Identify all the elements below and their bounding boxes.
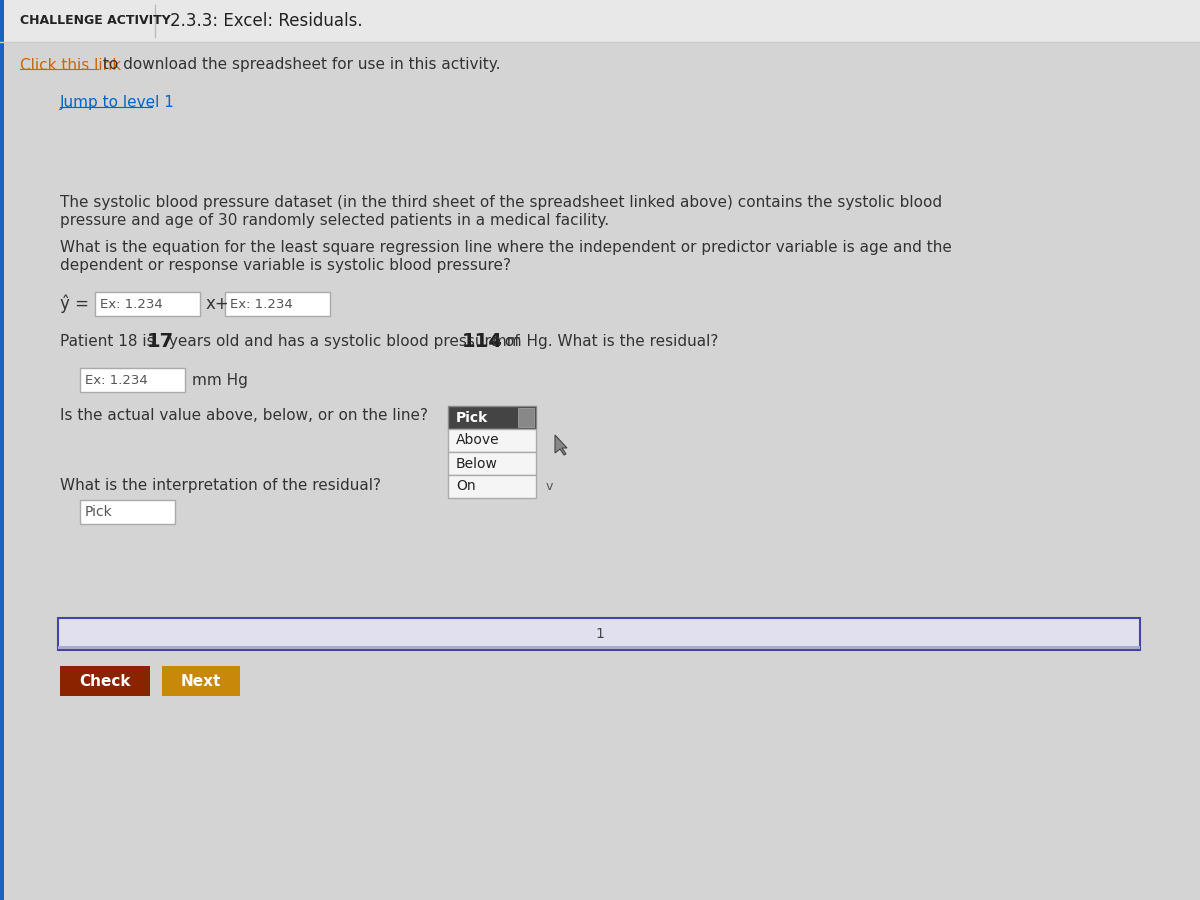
FancyBboxPatch shape xyxy=(60,666,150,696)
Text: 114: 114 xyxy=(462,332,503,351)
Text: Patient 18 is: Patient 18 is xyxy=(60,334,160,349)
Text: 1: 1 xyxy=(595,627,605,641)
Text: Pick: Pick xyxy=(85,505,113,519)
FancyBboxPatch shape xyxy=(80,500,175,524)
Text: Next: Next xyxy=(181,673,221,689)
Text: dependent or response variable is systolic blood pressure?: dependent or response variable is systol… xyxy=(60,258,511,273)
Text: mm Hg. What is the residual?: mm Hg. What is the residual? xyxy=(487,334,719,349)
Text: mm Hg: mm Hg xyxy=(192,373,248,388)
FancyBboxPatch shape xyxy=(0,0,4,900)
Text: Ex: 1.234: Ex: 1.234 xyxy=(85,374,148,386)
FancyBboxPatch shape xyxy=(95,292,200,316)
FancyBboxPatch shape xyxy=(226,292,330,316)
FancyBboxPatch shape xyxy=(58,646,1140,649)
Text: Is the actual value above, below, or on the line?: Is the actual value above, below, or on … xyxy=(60,408,428,423)
Text: Below: Below xyxy=(456,456,498,471)
Text: Above: Above xyxy=(456,434,499,447)
Text: Jump to level 1: Jump to level 1 xyxy=(60,95,175,111)
FancyBboxPatch shape xyxy=(448,406,536,429)
FancyBboxPatch shape xyxy=(80,368,185,392)
Text: years old and has a systolic blood pressure of: years old and has a systolic blood press… xyxy=(163,334,524,349)
Text: to download the spreadsheet for use in this activity.: to download the spreadsheet for use in t… xyxy=(98,58,500,73)
Text: 17: 17 xyxy=(146,332,174,351)
FancyBboxPatch shape xyxy=(448,475,536,498)
Text: The systolic blood pressure dataset (in the third sheet of the spreadsheet linke: The systolic blood pressure dataset (in … xyxy=(60,195,942,210)
Text: Ex: 1.234: Ex: 1.234 xyxy=(100,298,163,310)
Text: CHALLENGE ACTIVITY: CHALLENGE ACTIVITY xyxy=(20,14,170,28)
Text: x+: x+ xyxy=(206,295,229,313)
Text: Pick: Pick xyxy=(456,410,488,425)
Text: 2.3.3: Excel: Residuals.: 2.3.3: Excel: Residuals. xyxy=(170,12,362,30)
FancyBboxPatch shape xyxy=(448,452,536,475)
Text: What is the equation for the least square regression line where the independent : What is the equation for the least squar… xyxy=(60,240,952,255)
FancyBboxPatch shape xyxy=(162,666,240,696)
Text: On: On xyxy=(456,480,475,493)
Text: pressure and age of 30 randomly selected patients in a medical facility.: pressure and age of 30 randomly selected… xyxy=(60,213,610,228)
Polygon shape xyxy=(554,435,568,455)
FancyBboxPatch shape xyxy=(448,429,536,452)
Text: ŷ =: ŷ = xyxy=(60,295,95,313)
FancyBboxPatch shape xyxy=(0,0,1200,42)
FancyBboxPatch shape xyxy=(58,618,1140,650)
Text: Click this link: Click this link xyxy=(20,58,121,73)
Text: Check: Check xyxy=(79,673,131,689)
Text: What is the interpretation of the residual?: What is the interpretation of the residu… xyxy=(60,478,382,493)
Text: v: v xyxy=(546,480,553,493)
FancyBboxPatch shape xyxy=(518,408,534,427)
Text: Ex: 1.234: Ex: 1.234 xyxy=(230,298,293,310)
